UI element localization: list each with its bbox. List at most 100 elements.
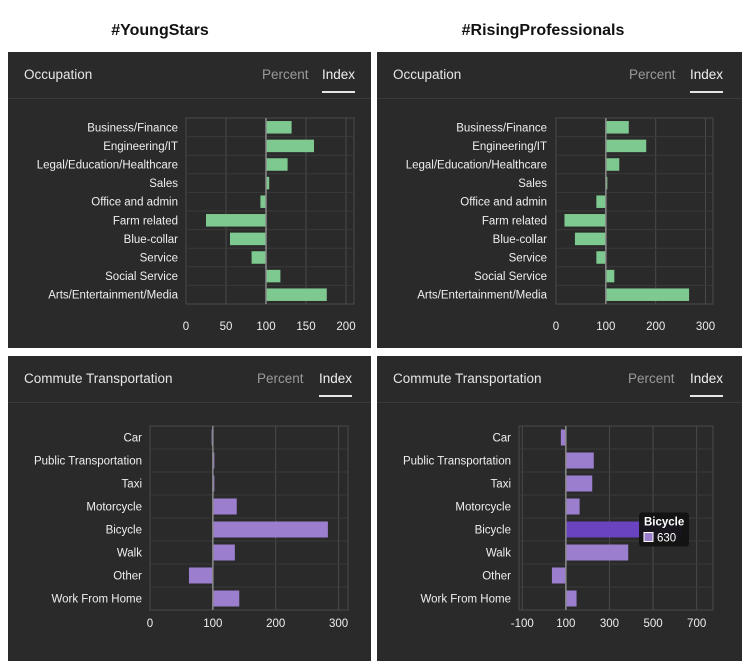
tab-index[interactable]: Index — [690, 67, 724, 93]
commute-panel-youngstars: Commute Transportation Percent Index Car… — [8, 356, 371, 661]
tick-label: 0 — [553, 321, 559, 333]
category-label-business-finance: Business/Finance — [87, 122, 178, 134]
occupation-chart-youngstars: Business/Finance Engineering/IT Legal/Educ… — [37, 117, 356, 333]
commute-chart-risingprofessionals: Car Public Transportation Taxi Motorcycle Bi… — [403, 425, 714, 630]
category-label-taxi: Taxi — [122, 479, 142, 491]
bar-service — [251, 251, 266, 264]
category-label-public-transportation: Public Transportation — [34, 456, 142, 468]
tab-index[interactable]: Index — [319, 371, 353, 397]
panel-title: Occupation — [24, 67, 93, 82]
tooltip-value: 630 — [657, 533, 676, 545]
tick-label: 100 — [256, 321, 275, 333]
tab-percent[interactable]: Percent — [628, 371, 675, 386]
bar-motorcycle — [212, 498, 237, 515]
category-label-blue-collar: Blue-collar — [493, 234, 547, 246]
tick-label: 200 — [646, 321, 665, 333]
tab-percent[interactable]: Percent — [257, 371, 304, 386]
category-label-motorcycle: Motorcycle — [455, 502, 511, 514]
category-label-car: Car — [492, 433, 511, 445]
bar-sales — [266, 176, 270, 190]
category-label-legal-education-healthcare: Legal/Education/Healthcare — [37, 160, 178, 172]
bar-blue-collar — [574, 232, 606, 246]
category-label-motorcycle: Motorcycle — [86, 502, 142, 514]
category-label-office-and-admin: Office and admin — [91, 197, 178, 209]
bar-walk — [212, 544, 235, 561]
panel-title: Commute Transportation — [24, 371, 173, 386]
bar-office-and-admin — [596, 195, 606, 208]
category-label-bicycle: Bicycle — [475, 525, 511, 537]
bar-bicycle — [212, 521, 328, 538]
bar-social-service — [605, 269, 615, 283]
bar-social-service — [266, 269, 281, 283]
tick-label: 300 — [696, 321, 715, 333]
bar-arts-entertainment-media — [266, 288, 327, 301]
column-title-youngstars: #YoungStars — [111, 22, 209, 39]
bar-office-and-admin — [260, 195, 266, 208]
bar-motorcycle — [565, 498, 580, 515]
bar-business-finance — [605, 121, 629, 134]
occupation-chart-risingprofessionals: Business/Finance Engineering/IT Legal/Educ… — [406, 117, 715, 333]
tick-label: 0 — [183, 321, 189, 333]
category-label-social-service: Social Service — [474, 271, 547, 283]
bar-farm-related — [206, 214, 266, 227]
bar-legal-education-healthcare — [266, 158, 288, 171]
bar-work-from-home — [565, 590, 577, 607]
category-label-walk: Walk — [117, 548, 142, 560]
category-label-sales: Sales — [149, 178, 178, 190]
tick-label: 100 — [556, 618, 575, 630]
commute-chart-youngstars: Car Public Transportation Taxi Motorcycle Bi… — [34, 425, 349, 630]
category-label-bicycle: Bicycle — [106, 525, 142, 537]
bar-taxi — [565, 475, 593, 492]
panel-title: Occupation — [393, 67, 462, 82]
category-label-sales: Sales — [518, 178, 547, 190]
category-label-legal-education-healthcare: Legal/Education/Healthcare — [406, 160, 547, 172]
tick-label: 300 — [329, 618, 348, 630]
category-label-engineering-it: Engineering/IT — [472, 141, 547, 153]
occupation-panel-risingprofessionals: Occupation Percent Index Business/Financ… — [377, 52, 742, 348]
bar-public-transportation — [565, 452, 594, 469]
tick-label: 100 — [596, 321, 615, 333]
column-title-risingprofessionals: #RisingProfessionals — [461, 22, 625, 39]
panel-header: Commute Transportation Percent Index — [8, 356, 371, 403]
category-label-other: Other — [482, 571, 511, 583]
bar-business-finance — [266, 121, 292, 134]
category-label-taxi: Taxi — [491, 479, 511, 491]
tab-percent[interactable]: Percent — [262, 67, 309, 82]
panel-header: Occupation Percent Index — [8, 52, 371, 99]
panel-title: Commute Transportation — [393, 371, 542, 386]
tick-label: 300 — [600, 618, 619, 630]
tooltip-swatch — [643, 532, 654, 542]
category-label-blue-collar: Blue-collar — [124, 234, 178, 246]
commute-panel-risingprofessionals: Commute Transportation Percent Index Car… — [377, 356, 742, 661]
category-label-work-from-home: Work From Home — [51, 594, 142, 606]
category-label-walk: Walk — [486, 548, 511, 560]
tooltip: Bicycle 630 — [639, 512, 689, 547]
tick-label: 50 — [220, 321, 233, 333]
bar-arts-entertainment-media — [605, 288, 690, 301]
tab-index[interactable]: Index — [690, 371, 724, 397]
bar-farm-related — [564, 214, 606, 227]
category-label-engineering-it: Engineering/IT — [103, 141, 178, 153]
category-label-service: Service — [140, 253, 178, 265]
category-label-farm-related: Farm related — [113, 215, 178, 227]
tick-label: 700 — [687, 618, 706, 630]
panel-header: Occupation Percent Index — [377, 52, 742, 99]
occupation-panel-youngstars: Occupation Percent Index Business/Financ… — [8, 52, 371, 348]
category-label-business-finance: Business/Finance — [456, 122, 547, 134]
panel-header: Commute Transportation Percent Index — [377, 356, 742, 403]
category-label-work-from-home: Work From Home — [420, 594, 511, 606]
tab-percent[interactable]: Percent — [629, 67, 676, 82]
category-label-public-transportation: Public Transportation — [403, 456, 511, 468]
bar-walk — [565, 544, 629, 561]
tab-index[interactable]: Index — [322, 67, 356, 93]
tick-label: 0 — [147, 618, 153, 630]
category-label-service: Service — [509, 253, 547, 265]
category-label-other: Other — [113, 571, 142, 583]
bar-engineering-it — [605, 139, 647, 153]
bar-legal-education-healthcare — [605, 158, 620, 171]
bar-other — [188, 567, 213, 584]
tick-label: 150 — [296, 321, 315, 333]
bar-car — [560, 429, 566, 446]
bar-blue-collar — [230, 232, 266, 246]
category-label-arts-entertainment-media: Arts/Entertainment/Media — [417, 290, 547, 302]
